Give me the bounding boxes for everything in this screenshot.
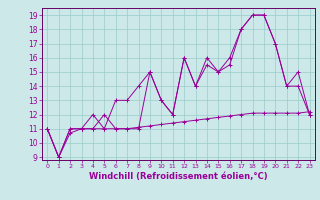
X-axis label: Windchill (Refroidissement éolien,°C): Windchill (Refroidissement éolien,°C): [89, 172, 268, 181]
